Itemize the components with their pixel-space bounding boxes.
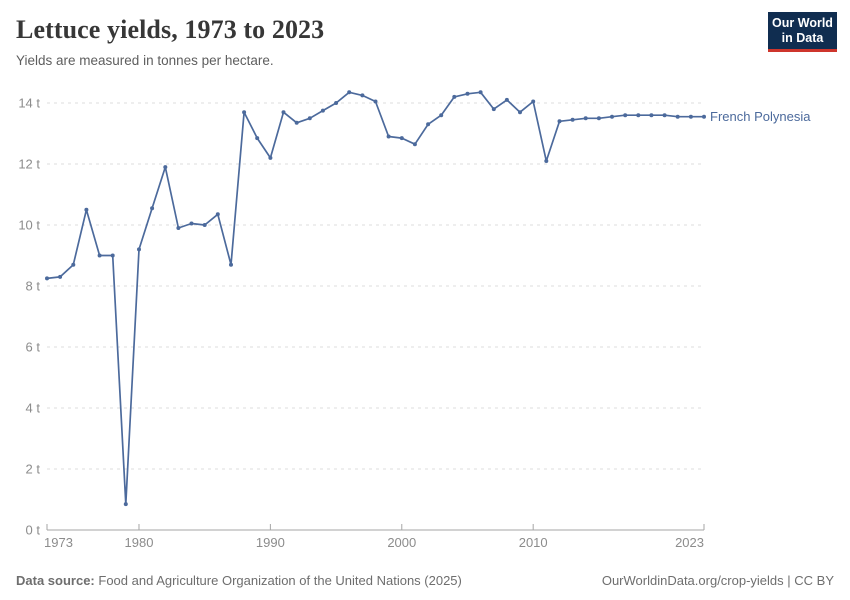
x-tick-label: 1973 bbox=[44, 535, 73, 550]
series-end-label[interactable]: French Polynesia bbox=[710, 109, 811, 124]
x-tick-label: 1980 bbox=[125, 535, 154, 550]
x-tick-label: 1990 bbox=[256, 535, 285, 550]
data-source-label: Data source: bbox=[16, 573, 95, 588]
y-tick-label: 14 t bbox=[18, 96, 40, 111]
x-axis-labels: 1973 1980 1990 2000 2010 2023 bbox=[44, 535, 704, 550]
y-tick-label: 8 t bbox=[26, 279, 41, 294]
data-source-text: Food and Agriculture Organization of the… bbox=[98, 573, 462, 588]
x-tick-label: 2010 bbox=[519, 535, 548, 550]
owid-logo[interactable]: Our World in Data bbox=[768, 12, 837, 52]
series-point-markers bbox=[45, 90, 706, 507]
owid-logo-line1: Our World bbox=[772, 15, 833, 30]
y-tick-label: 2 t bbox=[26, 462, 41, 477]
y-tick-label: 4 t bbox=[26, 401, 41, 416]
series-line bbox=[46, 91, 705, 505]
y-tick-label: 10 t bbox=[18, 218, 40, 233]
owid-logo-line2: in Data bbox=[781, 30, 824, 45]
x-tick-label: 2023 bbox=[675, 535, 704, 550]
chart-subtitle: Yields are measured in tonnes per hectar… bbox=[16, 53, 274, 68]
y-gridlines bbox=[47, 102, 704, 470]
y-tick-label: 6 t bbox=[26, 340, 41, 355]
y-tick-label: 0 t bbox=[26, 523, 41, 538]
chart-footer: Data source: Food and Agriculture Organi… bbox=[16, 573, 834, 588]
y-axis-labels: 0 t 2 t 4 t 6 t 8 t 10 t 12 t 14 t bbox=[18, 96, 40, 538]
chart-title: Lettuce yields, 1973 to 2023 bbox=[16, 15, 325, 44]
data-source: Data source: Food and Agriculture Organi… bbox=[16, 573, 462, 588]
y-tick-label: 12 t bbox=[18, 157, 40, 172]
x-axis bbox=[46, 524, 705, 531]
x-tick-label: 2000 bbox=[387, 535, 416, 550]
credit-link[interactable]: OurWorldinData.org/crop-yields | CC BY bbox=[601, 573, 834, 588]
